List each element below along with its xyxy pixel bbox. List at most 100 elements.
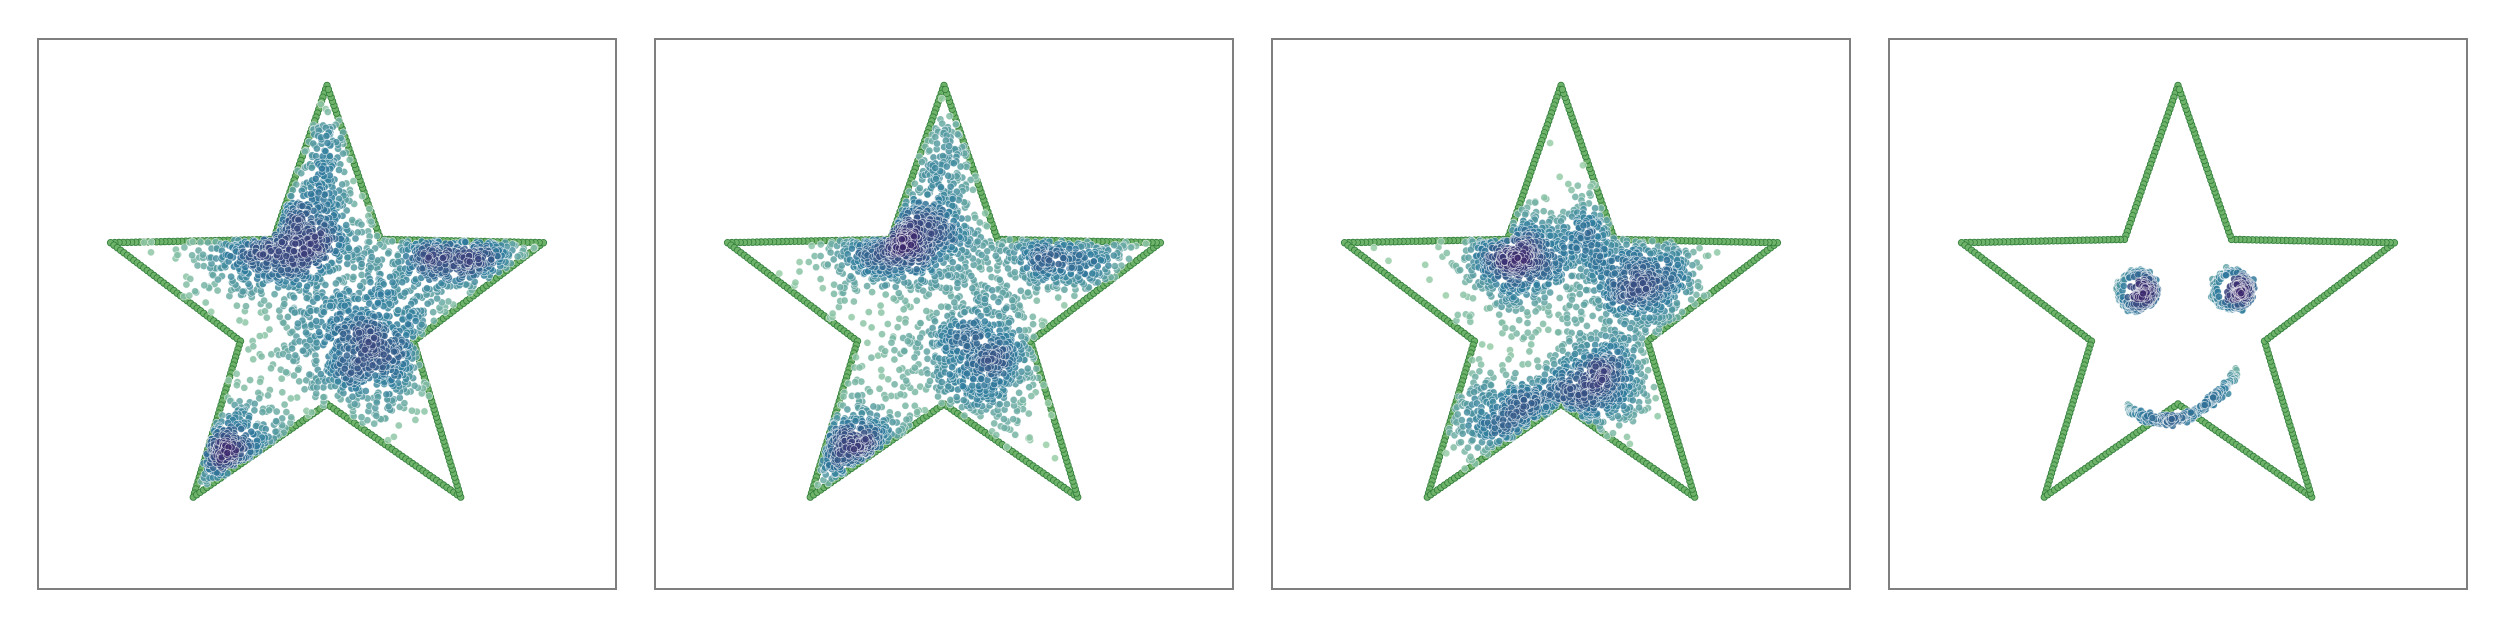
sample-point (963, 369, 971, 378)
sample-point (379, 350, 388, 359)
sample-point (1067, 263, 1076, 272)
sample-point (246, 376, 254, 384)
sample-point (262, 313, 271, 322)
sample-point (969, 319, 978, 328)
sample-point (287, 413, 296, 422)
sample-point (302, 294, 311, 302)
sample-point (867, 323, 876, 332)
sample-point (895, 365, 904, 374)
sample-point (952, 393, 961, 401)
sample-point (351, 234, 360, 243)
sample-point (823, 260, 832, 269)
sample-point (1010, 268, 1019, 277)
sample-point (816, 252, 825, 260)
sample-point (881, 290, 890, 299)
sample-point (985, 265, 994, 274)
sample-point (902, 376, 911, 385)
sample-point (804, 258, 813, 266)
sample-point (272, 407, 281, 416)
sample-point (931, 164, 940, 173)
sample-point (348, 392, 357, 401)
sample-point (922, 307, 931, 315)
sample-point (318, 164, 326, 173)
sample-point (923, 190, 932, 199)
sample-point (980, 317, 989, 326)
sample-point (1054, 293, 1063, 302)
sample-point (948, 258, 957, 267)
sample-point (376, 290, 385, 299)
sample-point (265, 406, 273, 415)
sample-point (864, 308, 873, 316)
sample-point (901, 401, 910, 410)
sample-point (775, 269, 784, 278)
sample-point (388, 237, 397, 246)
sample-point (335, 166, 343, 174)
sample-point (224, 376, 233, 385)
sample-point (315, 328, 323, 336)
sample-point (1029, 320, 1037, 329)
sample-point (795, 267, 804, 276)
sample-point (960, 411, 969, 420)
sample-point (487, 255, 496, 264)
sample-point (945, 112, 954, 121)
sample-point (915, 184, 924, 193)
sample-point (844, 379, 853, 388)
sample-point (356, 281, 365, 290)
sample-point (147, 248, 155, 257)
sample-point (384, 402, 393, 411)
sample-point (881, 394, 890, 403)
sample-point (199, 250, 207, 259)
sample-point (199, 262, 208, 270)
sample-point (355, 328, 363, 337)
sample-point (372, 411, 381, 420)
sample-point (910, 363, 919, 372)
sample-point (411, 316, 420, 325)
sample-point (851, 378, 860, 386)
sample-point (342, 351, 351, 360)
sample-point (188, 237, 197, 246)
sample-point (859, 319, 868, 328)
sample-point (250, 399, 259, 408)
sample-point (293, 319, 302, 328)
sample-point (232, 301, 241, 310)
scatter-plot-1 (106, 81, 548, 501)
sample-point (465, 257, 474, 266)
sample-point (826, 248, 835, 257)
sample-point (324, 333, 333, 341)
sample-point (890, 380, 899, 389)
sample-point (969, 185, 977, 194)
sample-point (319, 308, 328, 317)
sample-point (400, 399, 409, 408)
sample-point (933, 139, 941, 148)
sample-point (887, 338, 896, 347)
sample-point (294, 365, 302, 374)
sample-point (384, 436, 392, 445)
sample-point (968, 381, 977, 390)
sample-point (925, 146, 934, 155)
sample-point (1018, 396, 1027, 404)
sample-point (388, 278, 397, 287)
sample-point (1125, 254, 1133, 263)
sample-point (1008, 296, 1017, 305)
sample-point (910, 353, 919, 362)
sample-point (288, 344, 296, 353)
sample-point (272, 417, 280, 426)
sample-point (992, 431, 1001, 439)
sample-point (423, 284, 431, 293)
sample-point (958, 382, 967, 391)
sample-point (865, 387, 874, 396)
sample-point (200, 281, 209, 290)
sample-point (1011, 430, 1020, 439)
sample-point (1025, 433, 1034, 442)
sample-point (398, 278, 407, 287)
sample-point (883, 320, 892, 328)
sample-point (373, 232, 381, 240)
sample-point (278, 238, 286, 247)
sample-point (843, 405, 852, 414)
sample-point (995, 400, 1004, 409)
sample-point (1038, 321, 1047, 329)
sample-point (881, 281, 890, 290)
sample-point (932, 174, 940, 183)
sample-point (300, 385, 309, 394)
sample-point (186, 274, 195, 283)
